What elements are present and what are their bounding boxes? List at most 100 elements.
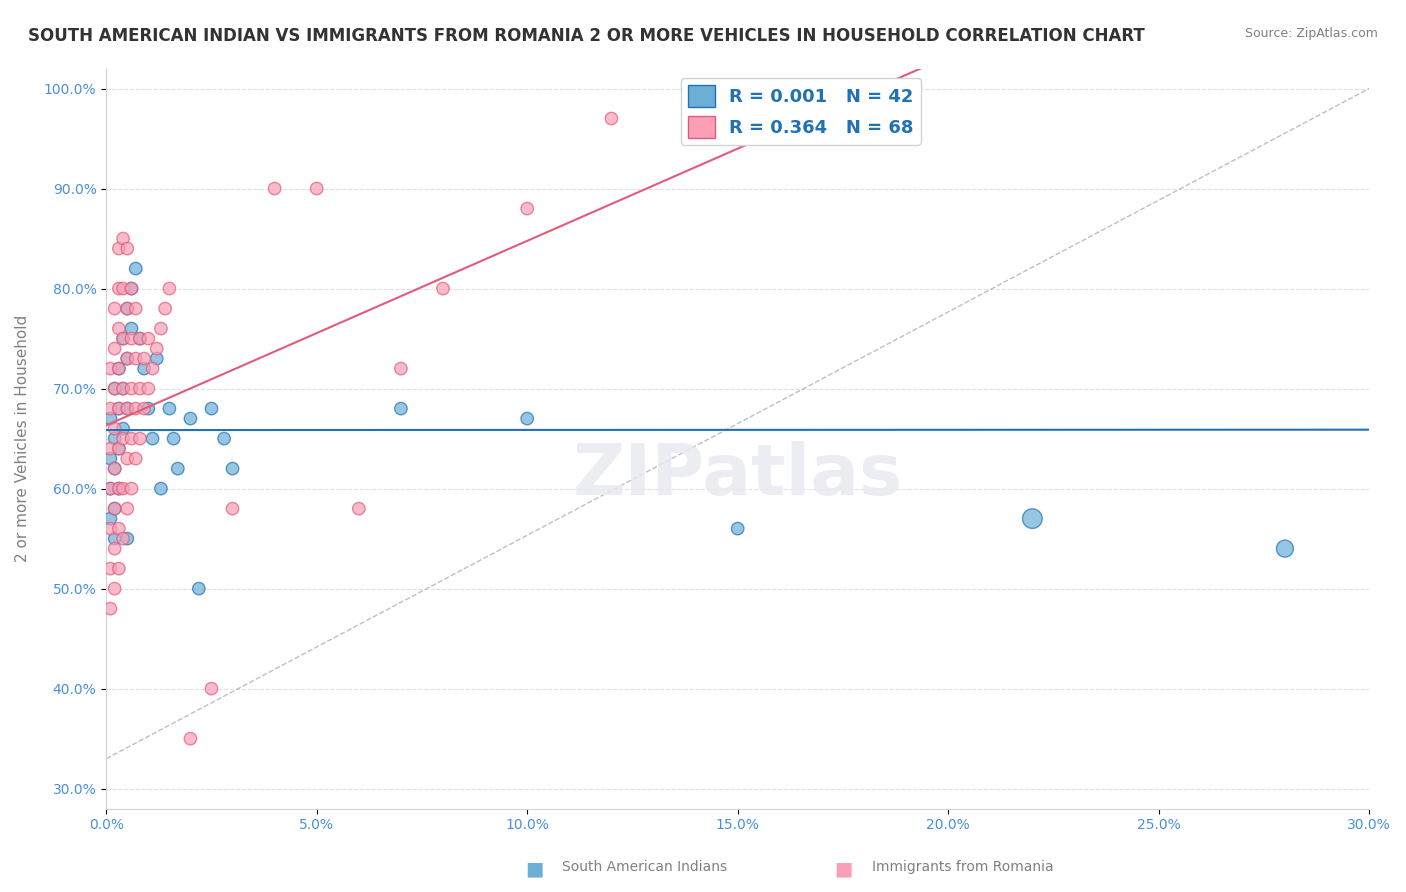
Point	[108, 522, 131, 536]
Point	[104, 382, 127, 396]
Point	[104, 582, 127, 596]
Text: South American Indians: South American Indians	[562, 860, 727, 874]
Text: ■: ■	[834, 859, 853, 878]
Point	[100, 522, 122, 536]
Point	[134, 401, 156, 416]
Point	[136, 382, 159, 396]
Point	[727, 522, 749, 536]
Point	[117, 301, 139, 316]
Point	[104, 301, 127, 316]
Point	[108, 482, 131, 496]
Point	[347, 501, 370, 516]
Point	[1021, 511, 1043, 525]
Point	[145, 351, 167, 366]
Point	[108, 401, 131, 416]
Point	[153, 301, 176, 316]
Point	[389, 401, 412, 416]
Point	[104, 432, 127, 446]
Point	[157, 401, 180, 416]
Point	[100, 451, 122, 466]
Point	[112, 231, 135, 245]
Point	[134, 361, 156, 376]
Point	[104, 342, 127, 356]
Point	[117, 401, 139, 416]
Point	[112, 432, 135, 446]
Point	[121, 432, 143, 446]
Point	[108, 361, 131, 376]
Point	[117, 351, 139, 366]
Point	[179, 411, 201, 425]
Legend: R = 0.001   N = 42, R = 0.364   N = 68: R = 0.001 N = 42, R = 0.364 N = 68	[681, 78, 921, 145]
Point	[600, 112, 623, 126]
Point	[145, 342, 167, 356]
Point	[108, 321, 131, 335]
Point	[121, 332, 143, 346]
Point	[112, 382, 135, 396]
Point	[263, 181, 285, 195]
Point	[108, 442, 131, 456]
Point	[104, 461, 127, 475]
Point	[100, 511, 122, 525]
Point	[187, 582, 209, 596]
Point	[108, 242, 131, 256]
Point	[136, 332, 159, 346]
Point	[108, 361, 131, 376]
Point	[125, 351, 148, 366]
Point	[100, 561, 122, 575]
Point	[149, 321, 172, 335]
Point	[129, 332, 152, 346]
Text: ZIPatlas: ZIPatlas	[572, 442, 903, 510]
Point	[125, 301, 148, 316]
Text: SOUTH AMERICAN INDIAN VS IMMIGRANTS FROM ROMANIA 2 OR MORE VEHICLES IN HOUSEHOLD: SOUTH AMERICAN INDIAN VS IMMIGRANTS FROM…	[28, 27, 1144, 45]
Point	[200, 401, 222, 416]
Point	[129, 432, 152, 446]
Point	[141, 361, 163, 376]
Text: Immigrants from Romania: Immigrants from Romania	[872, 860, 1053, 874]
Point	[516, 411, 538, 425]
Text: ■: ■	[524, 859, 544, 878]
Point	[100, 442, 122, 456]
Point	[104, 461, 127, 475]
Point	[121, 321, 143, 335]
Point	[104, 501, 127, 516]
Point	[125, 401, 148, 416]
Point	[117, 501, 139, 516]
Point	[149, 482, 172, 496]
Point	[104, 501, 127, 516]
Point	[112, 482, 135, 496]
Point	[129, 332, 152, 346]
Point	[100, 482, 122, 496]
Point	[516, 202, 538, 216]
Point	[108, 282, 131, 296]
Point	[112, 282, 135, 296]
Point	[100, 482, 122, 496]
Point	[121, 282, 143, 296]
Point	[112, 332, 135, 346]
Point	[136, 401, 159, 416]
Point	[125, 261, 148, 276]
Point	[108, 442, 131, 456]
Point	[432, 282, 454, 296]
Point	[108, 482, 131, 496]
Point	[117, 451, 139, 466]
Point	[112, 332, 135, 346]
Point	[100, 411, 122, 425]
Point	[162, 432, 184, 446]
Point	[108, 401, 131, 416]
Point	[104, 421, 127, 435]
Point	[221, 461, 243, 475]
Point	[389, 361, 412, 376]
Point	[112, 421, 135, 435]
Point	[221, 501, 243, 516]
Point	[179, 731, 201, 746]
Point	[117, 242, 139, 256]
Point	[134, 351, 156, 366]
Point	[104, 532, 127, 546]
Point	[121, 282, 143, 296]
Point	[104, 382, 127, 396]
Point	[212, 432, 235, 446]
Point	[1274, 541, 1296, 556]
Point	[117, 532, 139, 546]
Point	[125, 451, 148, 466]
Point	[157, 282, 180, 296]
